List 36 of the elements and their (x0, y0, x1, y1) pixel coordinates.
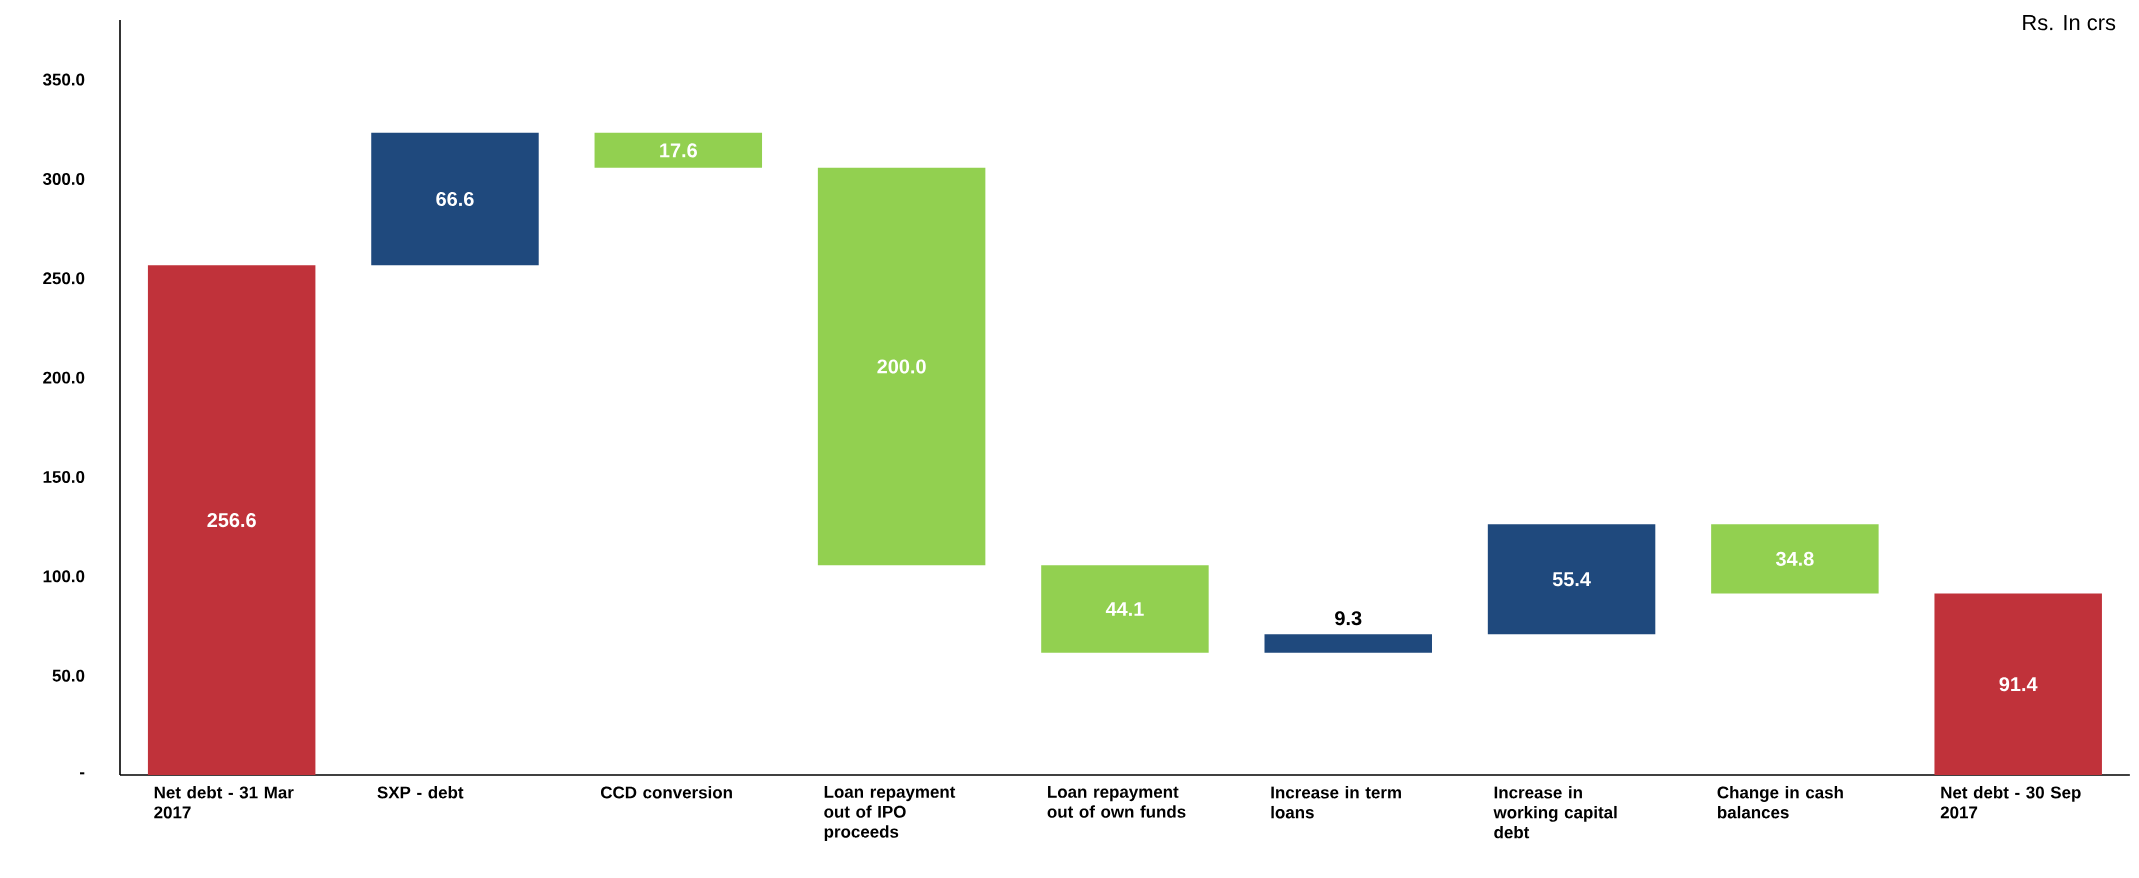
bar (1487, 524, 1656, 635)
x-tick-label: Change in cash balances (1717, 786, 1843, 819)
data-label: 17.6 (660, 143, 697, 158)
x-tick-label: Loan repayment out of own funds (1047, 786, 1186, 818)
data-label: 55.4 (1552, 572, 1591, 587)
y-tick-label: 350.0 (42, 73, 85, 86)
data-label: 256.6 (207, 513, 256, 528)
x-tick-label: Loan repayment out of IPO proceeds (824, 786, 956, 842)
bar (1041, 565, 1209, 653)
bar (817, 167, 986, 566)
bar (1264, 634, 1432, 653)
x-tick-label: CCD conversion (600, 786, 732, 799)
y-tick-label: - (79, 772, 85, 775)
x-tick-label: Net debt - 30 Sep 2017 (1940, 786, 2081, 819)
y-tick-label: 200.0 (43, 371, 85, 384)
y-tick-label: 100.0 (43, 570, 85, 583)
bar (147, 265, 316, 775)
data-label: 91.4 (1999, 677, 2038, 692)
bar (371, 132, 539, 266)
x-tick-label: Net debt - 31 Mar 2017 (154, 786, 294, 819)
x-tick-label: SXP - debt (377, 786, 464, 799)
x-tick-label: Increase in working capital debt (1493, 786, 1617, 839)
bar (1711, 524, 1879, 594)
y-tick-label: 250.0 (43, 272, 85, 285)
data-label: 44.1 (1105, 602, 1144, 616)
y-tick-label: 300.0 (42, 172, 85, 185)
data-label: 34.8 (1775, 551, 1814, 566)
bar (1934, 593, 2102, 775)
annotation: Rs. In crs (2023, 15, 2116, 31)
y-tick-label: 50.0 (52, 669, 85, 682)
x-tick-label: Increase in term loans (1271, 786, 1401, 819)
data-label: 200.0 (877, 359, 926, 374)
y-tick-label: 150.0 (43, 470, 85, 483)
data-label: 66.6 (436, 191, 474, 207)
data-label: 9.3 (1335, 611, 1362, 626)
bar (594, 132, 763, 168)
